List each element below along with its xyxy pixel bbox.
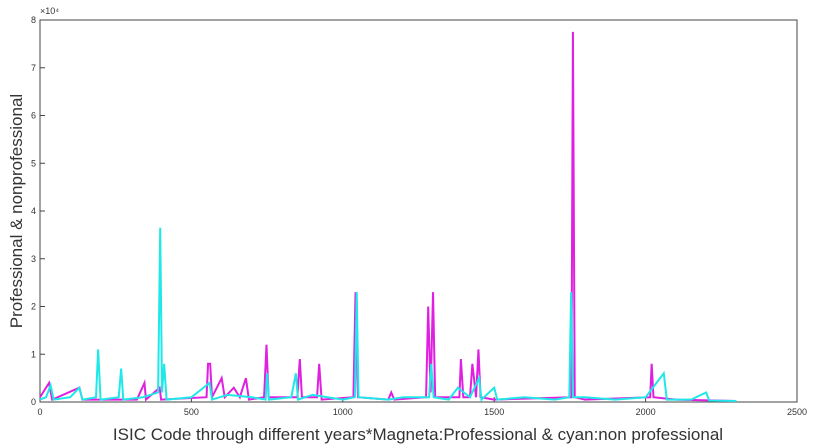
x-tick-label: 2500: [787, 407, 807, 417]
y-tick-label: 4: [31, 206, 36, 216]
axis-exponent: ×10⁴: [40, 6, 59, 16]
x-tick-label: 1000: [333, 407, 353, 417]
y-tick-label: 1: [31, 349, 36, 359]
y-tick-label: 6: [31, 111, 36, 121]
chart: ×10⁴ ISIC Code through different years*M…: [0, 0, 817, 447]
y-tick-label: 2: [31, 302, 36, 312]
plot-frame: [40, 20, 797, 402]
y-tick-label: 8: [31, 15, 36, 25]
x-tick-label: 1500: [484, 407, 504, 417]
y-tick-label: 3: [31, 254, 36, 264]
y-tick-label: 0: [31, 397, 36, 407]
y-axis-label: Professional & nonprofessional: [7, 94, 26, 328]
x-tick-label: 0: [37, 407, 42, 417]
y-tick-label: 5: [31, 158, 36, 168]
x-tick-label: 2000: [636, 407, 656, 417]
y-tick-label: 7: [31, 63, 36, 73]
x-tick-label: 500: [184, 407, 199, 417]
x-axis-label: ISIC Code through different years*Magnet…: [113, 425, 723, 444]
